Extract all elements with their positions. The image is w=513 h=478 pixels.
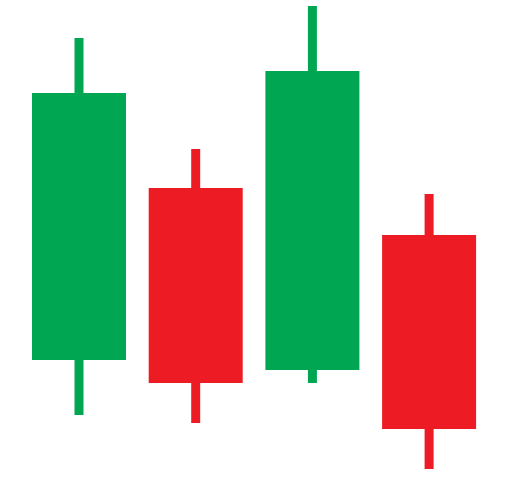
candle-body xyxy=(382,235,477,429)
candle-body xyxy=(32,93,126,360)
candle-body xyxy=(148,188,243,383)
candle-body xyxy=(265,71,360,370)
